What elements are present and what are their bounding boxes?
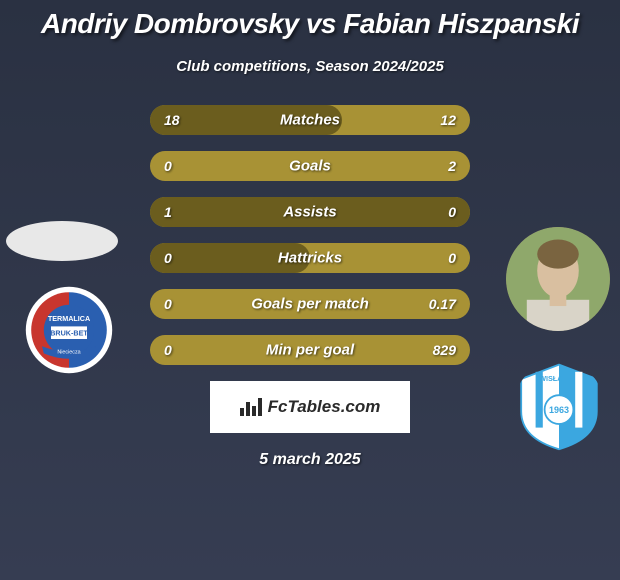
subtitle: Club competitions, Season 2024/2025 — [0, 58, 620, 75]
stat-row-assists: 1 Assists 0 — [150, 197, 470, 227]
club-right-badge-svg: WISŁA 1963 — [514, 361, 604, 451]
svg-text:TERMALICA: TERMALICA — [48, 314, 90, 323]
stat-left-value: 0 — [164, 342, 172, 358]
svg-text:Nieciecza: Nieciecza — [57, 349, 80, 355]
brand-text: FcTables.com — [268, 397, 381, 417]
stat-left-value: 0 — [164, 158, 172, 174]
date-text: 5 march 2025 — [0, 451, 620, 469]
stat-right-value: 12 — [440, 112, 456, 128]
stat-right-value: 829 — [433, 342, 456, 358]
bar-chart-icon — [240, 398, 262, 416]
club-left-badge: TERMALICA BRUK-BET Nieciecza — [24, 285, 114, 375]
svg-text:WISŁA: WISŁA — [539, 374, 562, 383]
stat-label: Matches — [280, 112, 340, 129]
player-right-avatar-svg — [506, 227, 610, 331]
stat-label: Assists — [283, 204, 336, 221]
club-left-badge-svg: TERMALICA BRUK-BET Nieciecza — [24, 285, 114, 375]
brand-logo: FcTables.com — [240, 397, 381, 417]
stat-label: Min per goal — [266, 342, 354, 359]
stat-label: Goals — [289, 158, 331, 175]
stat-row-hattricks: 0 Hattricks 0 — [150, 243, 470, 273]
stat-left-value: 0 — [164, 250, 172, 266]
stat-row-goals: 0 Goals 2 — [150, 151, 470, 181]
stat-right-value: 0.17 — [429, 296, 456, 312]
stat-row-goals-per-match: 0 Goals per match 0.17 — [150, 289, 470, 319]
stat-label: Hattricks — [278, 250, 342, 267]
page-title: Andriy Dombrovsky vs Fabian Hiszpanski — [0, 0, 620, 40]
stat-right-value: 0 — [448, 204, 456, 220]
stat-label: Goals per match — [251, 296, 369, 313]
svg-text:BRUK-BET: BRUK-BET — [50, 328, 88, 337]
player-left-avatar — [6, 221, 118, 261]
club-right-badge: WISŁA 1963 — [514, 361, 604, 451]
stat-row-matches: 18 Matches 12 — [150, 105, 470, 135]
stat-right-value: 2 — [448, 158, 456, 174]
stat-left-value: 0 — [164, 296, 172, 312]
svg-text:1963: 1963 — [549, 405, 569, 415]
stat-row-min-per-goal: 0 Min per goal 829 — [150, 335, 470, 365]
stat-right-value: 0 — [448, 250, 456, 266]
player-right-avatar — [506, 227, 610, 331]
stats-area: TERMALICA BRUK-BET Nieciecza WISŁA 1963 … — [0, 105, 620, 469]
brand-box[interactable]: FcTables.com — [210, 381, 410, 433]
stat-left-value: 18 — [164, 112, 180, 128]
stat-left-value: 1 — [164, 204, 172, 220]
